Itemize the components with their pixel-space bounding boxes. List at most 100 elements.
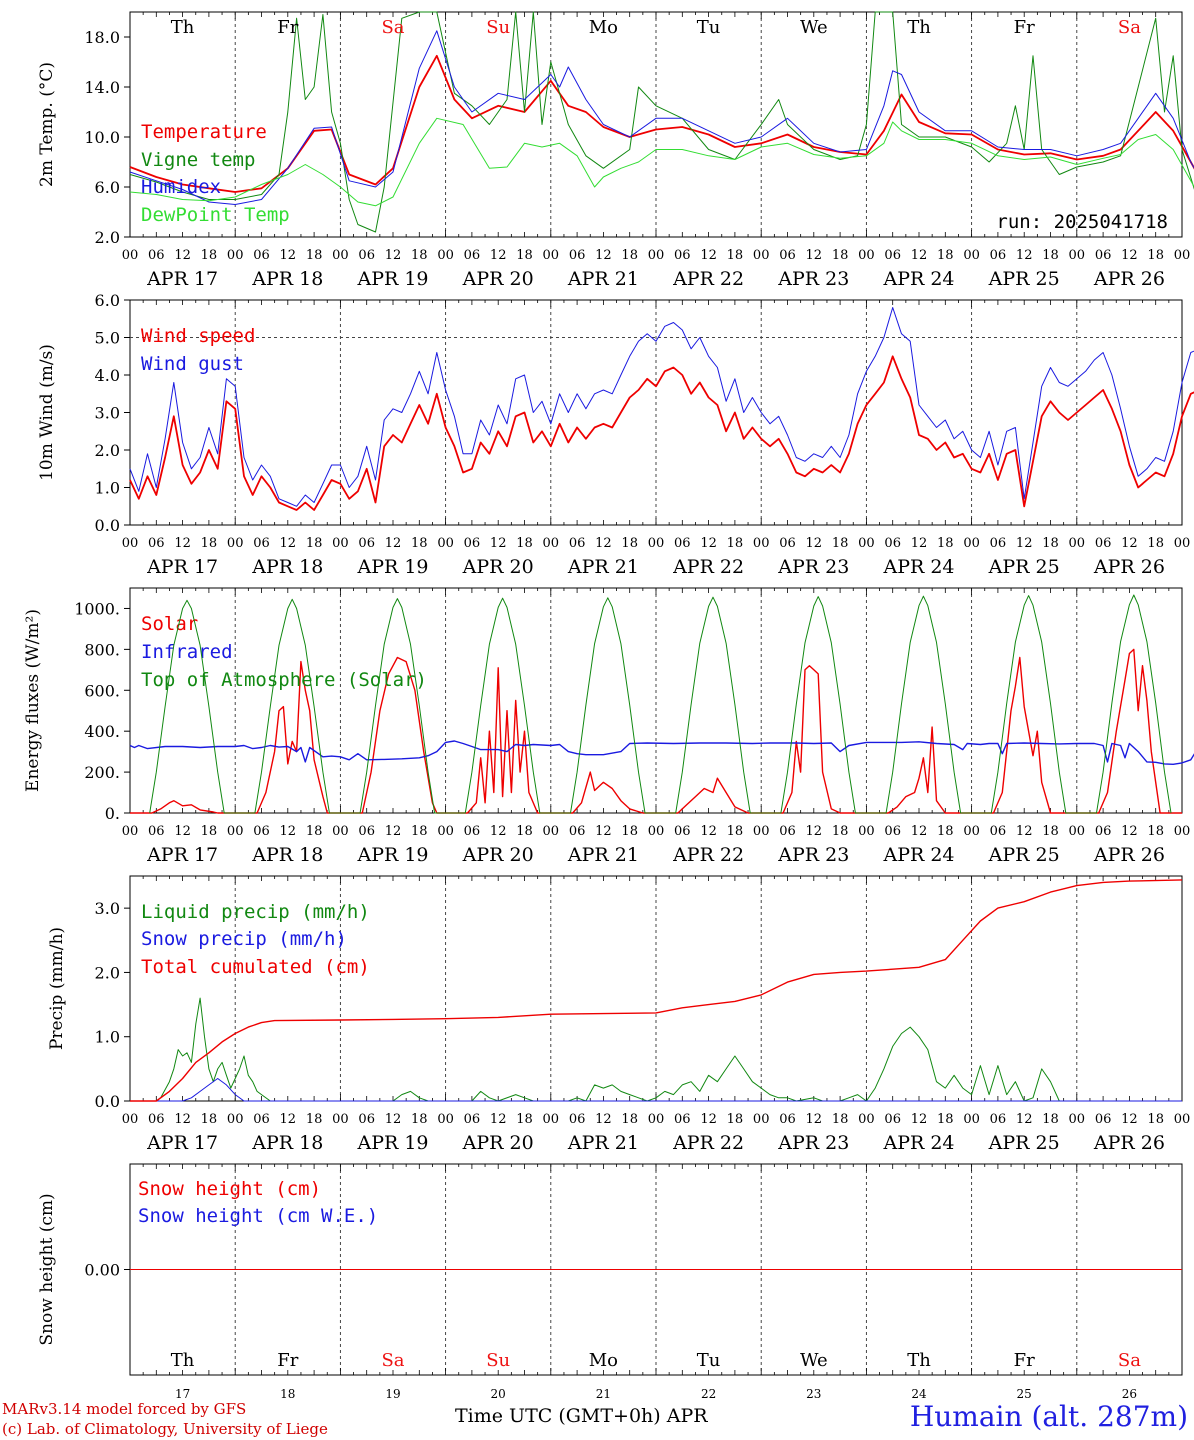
- weekday-label: Th: [907, 17, 931, 38]
- y-tick-label: 6.0: [95, 178, 120, 197]
- hour-tick-label: 06: [884, 824, 901, 839]
- hour-tick-label: 06: [990, 824, 1007, 839]
- day-number-label: 25: [1017, 1387, 1032, 1401]
- hour-tick-label: 12: [1016, 824, 1033, 839]
- day-number-label: 21: [596, 1387, 611, 1401]
- date-label: APR 20: [462, 844, 534, 866]
- hour-tick-label: 18: [201, 536, 218, 551]
- date-label: APR 23: [777, 1132, 849, 1154]
- hour-tick-label: 00: [122, 536, 139, 551]
- hour-tick-label: 00: [543, 536, 560, 551]
- hour-tick-label: 18: [937, 536, 954, 551]
- hour-tick-label: 06: [674, 248, 691, 263]
- date-label: APR 20: [462, 268, 534, 290]
- hour-tick-label: 06: [569, 1112, 586, 1127]
- series-line-liquid-precip-mm-h-: [130, 997, 1182, 1102]
- hour-tick-label: 18: [832, 824, 849, 839]
- date-label: APR 19: [356, 556, 428, 578]
- hour-tick-label: 06: [674, 1112, 691, 1127]
- hour-tick-label: 00: [437, 248, 454, 263]
- date-label: APR 17: [146, 556, 218, 578]
- legend-entry: Total cumulated (cm): [141, 956, 370, 978]
- hour-tick-label: 18: [727, 1112, 744, 1127]
- hour-tick-label: 12: [490, 248, 507, 263]
- day-number-label: 18: [280, 1387, 295, 1401]
- hour-tick-label: 12: [280, 824, 297, 839]
- hour-tick-label: 12: [806, 1112, 823, 1127]
- hour-tick-label: 12: [1016, 248, 1033, 263]
- hour-tick-label: 00: [227, 536, 244, 551]
- hour-tick-label: 18: [516, 536, 533, 551]
- hour-tick-label: 06: [358, 248, 375, 263]
- day-number-label: 17: [175, 1387, 190, 1401]
- model-credit: MARv3.14 model forced by GFS: [2, 1400, 247, 1418]
- date-label: APR 25: [988, 556, 1060, 578]
- y-axis-label: 10m Wind (m/s): [37, 344, 57, 481]
- hour-tick-label: 18: [621, 536, 638, 551]
- y-axis-label: Energy fluxes (W/m²): [23, 609, 43, 792]
- hour-tick-label: 18: [832, 1112, 849, 1127]
- hour-tick-label: 12: [280, 248, 297, 263]
- y-tick-label: 800.: [84, 640, 120, 659]
- hour-tick-label: 06: [779, 824, 796, 839]
- hour-tick-label: 12: [174, 248, 191, 263]
- hour-tick-label: 12: [1016, 536, 1033, 551]
- day-number-label: 19: [385, 1387, 400, 1401]
- hour-tick-label: 12: [806, 536, 823, 551]
- legend-entry: Temperature: [141, 121, 267, 143]
- hour-tick-label: 06: [779, 248, 796, 263]
- hour-tick-label: 06: [674, 824, 691, 839]
- legend-entry: Vigne temp: [141, 149, 255, 171]
- hour-tick-label: 00: [437, 1112, 454, 1127]
- hour-tick-label: 18: [516, 1112, 533, 1127]
- legend-entry: Snow precip (mm/h): [141, 928, 347, 950]
- weekday-label: Fr: [277, 1350, 298, 1371]
- hour-tick-label: 00: [543, 248, 560, 263]
- hour-tick-label: 18: [201, 824, 218, 839]
- hour-tick-label: 12: [1121, 536, 1138, 551]
- hour-tick-label: 12: [385, 1112, 402, 1127]
- series-line-solar: [130, 648, 1182, 814]
- date-label: APR 23: [777, 268, 849, 290]
- hour-tick-label: 06: [253, 1112, 270, 1127]
- weekday-label: Sa: [381, 17, 404, 38]
- hour-tick-label: 12: [174, 1112, 191, 1127]
- hour-tick-label: 12: [1121, 248, 1138, 263]
- hour-tick-label: 00: [963, 536, 980, 551]
- hour-tick-label: 18: [201, 1112, 218, 1127]
- hour-tick-label: 06: [1095, 536, 1112, 551]
- hour-tick-label: 12: [911, 536, 928, 551]
- hour-tick-label: 12: [911, 248, 928, 263]
- hour-tick-label: 18: [411, 536, 428, 551]
- hour-tick-label: 12: [1121, 824, 1138, 839]
- day-number-label: 22: [701, 1387, 716, 1401]
- date-label: APR 25: [988, 1132, 1060, 1154]
- legend-entry: Top of Atmosphere (Solar): [141, 669, 427, 691]
- date-label: APR 19: [356, 844, 428, 866]
- date-label: APR 26: [1093, 844, 1165, 866]
- y-tick-label: 600.: [84, 681, 120, 700]
- hour-tick-label: 18: [201, 248, 218, 263]
- date-label: APR 24: [882, 1132, 954, 1154]
- hour-tick-label: 12: [595, 536, 612, 551]
- series-line-dewpoint-temp: [129, 117, 1194, 207]
- date-label: APR 23: [777, 844, 849, 866]
- y-tick-label: 18.0: [84, 28, 120, 47]
- y-tick-label: 14.0: [84, 78, 120, 97]
- y-tick-label: 1.0: [95, 1028, 120, 1047]
- hour-tick-label: 18: [727, 536, 744, 551]
- hour-tick-label: 00: [1069, 1112, 1086, 1127]
- hour-tick-label: 06: [464, 1112, 481, 1127]
- weekday-label: Th: [171, 1350, 195, 1371]
- hour-tick-label: 18: [516, 248, 533, 263]
- y-tick-label: 0.0: [95, 516, 120, 535]
- y-tick-label: 10.0: [84, 128, 120, 147]
- series-line-wind-speed: [129, 355, 1194, 511]
- date-label: APR 19: [356, 1132, 428, 1154]
- date-label: APR 21: [567, 844, 639, 866]
- hour-tick-label: 00: [753, 248, 770, 263]
- hour-tick-label: 18: [621, 824, 638, 839]
- hour-tick-label: 00: [122, 248, 139, 263]
- weekday-label: Th: [907, 1350, 931, 1371]
